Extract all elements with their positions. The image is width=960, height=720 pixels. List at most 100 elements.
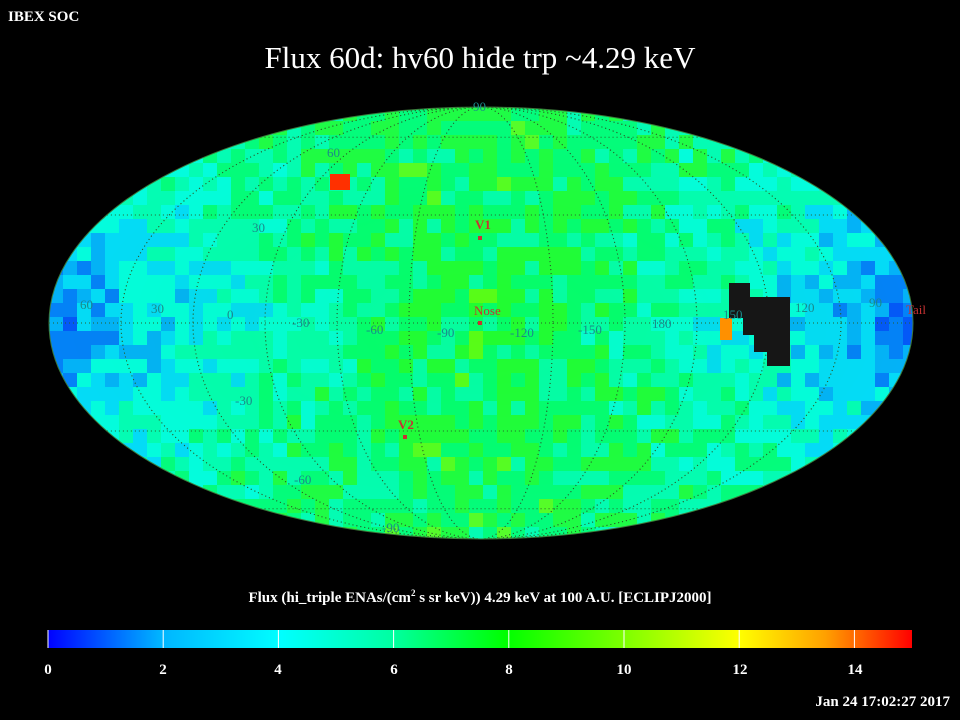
flux-pixel	[903, 289, 913, 303]
flux-pixel	[595, 135, 609, 149]
flux-pixel	[679, 261, 693, 275]
flux-pixel	[441, 149, 455, 163]
flux-pixel	[343, 121, 357, 135]
flux-pixel	[707, 247, 721, 261]
flux-pixel	[315, 401, 329, 415]
flux-pixel	[133, 401, 147, 415]
flux-pixel	[525, 107, 539, 121]
flux-pixel	[581, 499, 595, 513]
flux-pixel	[819, 219, 833, 233]
flux-pixel	[805, 247, 819, 261]
flux-pixel	[553, 177, 567, 191]
flux-pixel	[763, 387, 777, 401]
flux-pixel	[539, 233, 553, 247]
flux-pixel	[399, 359, 413, 373]
flux-pixel	[287, 373, 301, 387]
flux-pixel	[427, 471, 441, 485]
flux-pixel	[861, 303, 875, 317]
flux-pixel	[651, 233, 665, 247]
flux-pixel	[581, 205, 595, 219]
flux-pixel	[553, 303, 567, 317]
flux-pixel	[665, 205, 679, 219]
flux-pixel	[357, 331, 371, 345]
flux-pixel	[203, 443, 217, 457]
flux-pixel	[161, 177, 175, 191]
flux-pixel	[609, 387, 623, 401]
flux-pixel	[777, 233, 791, 247]
flux-pixel	[707, 345, 721, 359]
flux-pixel	[595, 219, 609, 233]
flux-pixel	[385, 303, 399, 317]
flux-pixel	[413, 121, 427, 135]
flux-pixel	[609, 443, 623, 457]
flux-pixel	[133, 177, 147, 191]
flux-pixel	[329, 387, 343, 401]
flux-pixel	[357, 219, 371, 233]
flux-pixel	[721, 443, 735, 457]
lon-label: 60	[80, 297, 93, 312]
flux-pixel	[539, 163, 553, 177]
flux-pixel	[595, 317, 609, 331]
longitude-labels: 60 30 0 -30 -60 -90 -120 -150 180 150 12…	[80, 295, 882, 340]
flux-pixel	[329, 163, 343, 177]
flux-pixel	[427, 121, 441, 135]
flux-pixel	[161, 415, 175, 429]
flux-pixel	[469, 275, 483, 289]
flux-pixel	[721, 359, 735, 373]
flux-pixel	[525, 415, 539, 429]
flux-pixel	[581, 471, 595, 485]
flux-pixel	[819, 261, 833, 275]
flux-pixel	[105, 289, 119, 303]
lat-label: 30	[252, 220, 265, 235]
lon-label: 150	[723, 307, 743, 322]
flux-pixel	[819, 387, 833, 401]
flux-pixel	[273, 275, 287, 289]
flux-pixel	[147, 275, 161, 289]
flux-pixel	[245, 429, 259, 443]
flux-pixel	[245, 219, 259, 233]
flux-pixel	[77, 317, 91, 331]
flux-pixel	[371, 387, 385, 401]
flux-pixel	[483, 387, 497, 401]
colorbar-tick-label: 0	[44, 662, 52, 678]
flux-pixel	[693, 191, 707, 205]
flux-pixel	[343, 289, 357, 303]
flux-pixel	[497, 205, 511, 219]
flux-pixel	[721, 499, 735, 513]
flux-pixel	[651, 443, 665, 457]
flux-pixel	[441, 345, 455, 359]
flux-pixel	[259, 443, 273, 457]
flux-pixel	[175, 303, 189, 317]
flux-pixel	[357, 177, 371, 191]
flux-pixel	[623, 191, 637, 205]
flux-pixel	[231, 289, 245, 303]
flux-pixel	[63, 373, 77, 387]
flux-pixel	[385, 373, 399, 387]
flux-pixel	[637, 345, 651, 359]
flux-pixel	[497, 163, 511, 177]
flux-pixel	[525, 317, 539, 331]
flux-pixel	[497, 121, 511, 135]
flux-pixel	[469, 443, 483, 457]
flux-pixel	[441, 275, 455, 289]
flux-pixel	[511, 485, 525, 499]
flux-pixel	[301, 275, 315, 289]
flux-pixel	[553, 121, 567, 135]
flux-pixel	[259, 177, 273, 191]
flux-pixel	[777, 373, 791, 387]
flux-pixel	[469, 331, 483, 345]
flux-pixel	[609, 513, 623, 527]
flux-pixel	[539, 135, 553, 149]
flux-pixel	[105, 331, 119, 345]
flux-pixel	[301, 149, 315, 163]
flux-pixel	[623, 177, 637, 191]
flux-pixel	[483, 429, 497, 443]
flux-pixel	[189, 261, 203, 275]
flux-pixel	[623, 359, 637, 373]
flux-pixel	[371, 471, 385, 485]
flux-pixel	[567, 247, 581, 261]
flux-pixel	[763, 275, 777, 289]
flux-pixel	[707, 387, 721, 401]
flux-pixel	[651, 387, 665, 401]
